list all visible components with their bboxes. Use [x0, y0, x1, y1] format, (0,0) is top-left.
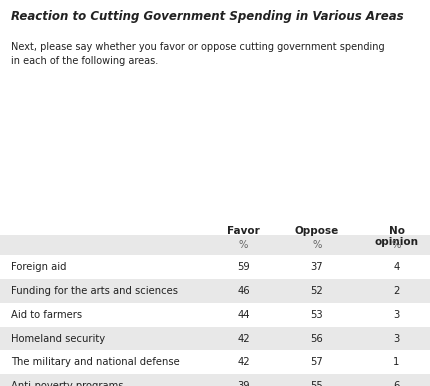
Text: Reaction to Cutting Government Spending in Various Areas: Reaction to Cutting Government Spending … — [11, 10, 402, 23]
Text: 42: 42 — [237, 357, 249, 367]
Text: 55: 55 — [310, 381, 322, 386]
Text: Homeland security: Homeland security — [11, 334, 104, 344]
Text: Anti-poverty programs: Anti-poverty programs — [11, 381, 123, 386]
Text: 53: 53 — [310, 310, 322, 320]
Text: Favor: Favor — [227, 226, 259, 236]
Text: 42: 42 — [237, 334, 249, 344]
Text: 4: 4 — [393, 262, 399, 272]
Text: Aid to farmers: Aid to farmers — [11, 310, 82, 320]
Text: 46: 46 — [237, 286, 249, 296]
Text: 6: 6 — [393, 381, 399, 386]
Text: 44: 44 — [237, 310, 249, 320]
Text: No
opinion: No opinion — [374, 226, 418, 247]
Text: 37: 37 — [310, 262, 322, 272]
Text: 1: 1 — [393, 357, 399, 367]
Text: Funding for the arts and sciences: Funding for the arts and sciences — [11, 286, 177, 296]
Text: %: % — [391, 240, 400, 250]
Text: Oppose: Oppose — [294, 226, 338, 236]
Text: 2: 2 — [393, 286, 399, 296]
Bar — [0, 327, 430, 350]
Text: %: % — [238, 240, 248, 250]
Text: Next, please say whether you favor or oppose cutting government spending
in each: Next, please say whether you favor or op… — [11, 42, 384, 66]
Text: %: % — [311, 240, 321, 250]
Text: 3: 3 — [393, 310, 399, 320]
Text: 3: 3 — [393, 334, 399, 344]
Text: 59: 59 — [237, 262, 249, 272]
Bar — [0, 279, 430, 303]
Bar — [0, 235, 430, 255]
Text: The military and national defense: The military and national defense — [11, 357, 179, 367]
Text: Foreign aid: Foreign aid — [11, 262, 66, 272]
Bar — [0, 374, 430, 386]
Text: 52: 52 — [310, 286, 322, 296]
Text: 39: 39 — [237, 381, 249, 386]
Text: 56: 56 — [310, 334, 322, 344]
Text: 57: 57 — [310, 357, 322, 367]
